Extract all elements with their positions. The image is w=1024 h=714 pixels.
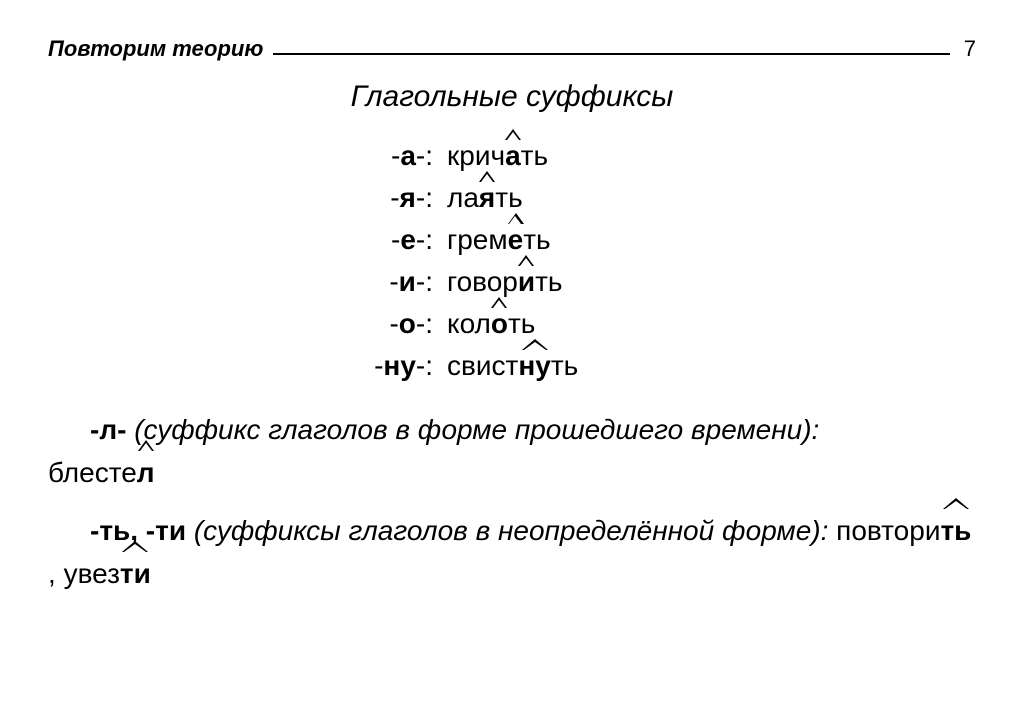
suffix-label: -а-: [252, 140, 447, 172]
suffix-label: -и-: [252, 266, 447, 298]
word-pre: кол [447, 308, 491, 339]
page-title: Глагольные суффиксы [48, 80, 976, 114]
word-post: ть [495, 182, 522, 213]
word-post: ть [535, 266, 562, 297]
p2-w2-pre: увез [64, 558, 120, 589]
suffix-row: -я-:лаять [252, 182, 772, 214]
word-post: ть [551, 350, 578, 381]
word-pre: говор [447, 266, 518, 297]
p2-sep: , [48, 558, 64, 589]
suffix-row: -е-:греметь [252, 224, 772, 256]
paragraph-t: -ть, -ти (суффиксы глаголов в неопределё… [48, 509, 976, 596]
suffix-example: свистнуть [447, 350, 578, 382]
suffix-row: -о-:колоть [252, 308, 772, 340]
p1-desc: (суффикс глаголов в форме прошедшего вре… [126, 414, 819, 445]
word-mark: о [491, 308, 508, 340]
word-post: ть [523, 224, 550, 255]
p1-prefix: -л- [90, 414, 126, 445]
suffix-example: кричать [447, 140, 548, 172]
word-mark: е [508, 224, 524, 256]
word-mark: а [505, 140, 521, 172]
suffix-example: греметь [447, 224, 551, 256]
suffix-table: -а-:кричать-я-:лаять-е-:греметь-и-:говор… [252, 140, 772, 382]
suffix-label: -е-: [252, 224, 447, 256]
suffix-label: -я-: [252, 182, 447, 214]
p1-word-pre: блесте [48, 457, 137, 488]
p2-w1-pre: повтори [836, 515, 940, 546]
suffix-row: -а-:кричать [252, 140, 772, 172]
word-pre: свист [447, 350, 518, 381]
word-pre: ла [447, 182, 479, 213]
word-post: ть [521, 140, 548, 171]
header-label: Повторим теорию [48, 36, 263, 62]
page-number: 7 [964, 36, 976, 62]
suffix-example: лаять [447, 182, 523, 214]
p2-w2-mark: ти [120, 552, 151, 595]
word-pre: крич [447, 140, 505, 171]
suffix-row: -и-:говорить [252, 266, 772, 298]
p1-word-mark: л [137, 451, 155, 494]
word-mark: ну [518, 350, 550, 382]
word-post: ть [508, 308, 535, 339]
suffix-example: колоть [447, 308, 535, 340]
word-pre: грем [447, 224, 508, 255]
header-rule [273, 43, 949, 55]
word-mark: и [518, 266, 535, 298]
p2-w1-mark: ть [940, 509, 971, 552]
suffix-row: -ну-:свистнуть [252, 350, 772, 382]
suffix-label: -ну-: [252, 350, 447, 382]
paragraph-l: -л- (суффикс глаголов в форме прошедшего… [48, 408, 976, 495]
p2-desc: (суффиксы глаголов в неопределённой форм… [186, 515, 836, 546]
page-header: Повторим теорию 7 [48, 36, 976, 62]
suffix-example: говорить [447, 266, 563, 298]
suffix-label: -о-: [252, 308, 447, 340]
word-mark: я [479, 182, 495, 214]
